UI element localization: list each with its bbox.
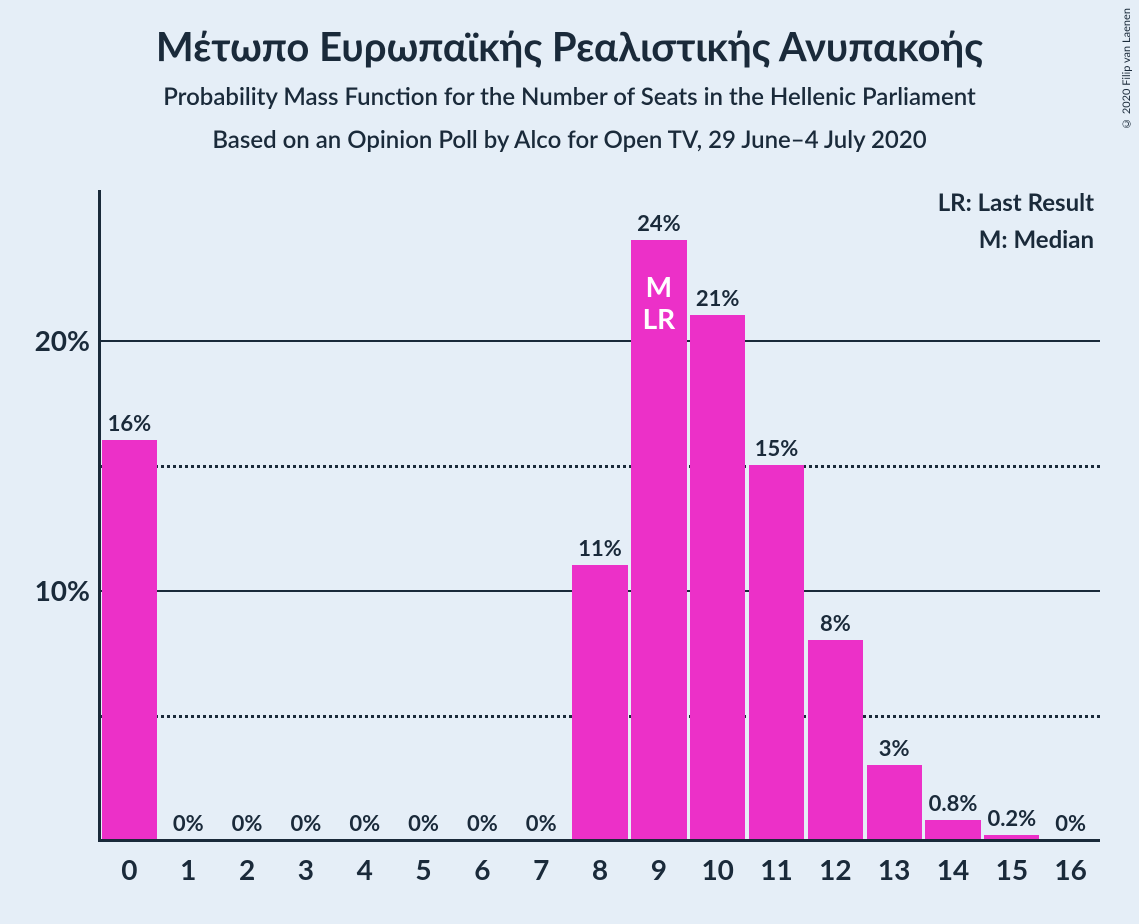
bar-slot: 0.2%15: [982, 190, 1041, 840]
legend-lr: LR: Last Result: [938, 188, 1094, 217]
bar-slot: 0.8%14: [924, 190, 983, 840]
bar-slot: 0%16: [1041, 190, 1100, 840]
bar-value-label: 0%: [290, 809, 321, 836]
bar-value-label: 3%: [879, 734, 910, 761]
bars-container: 16%00%10%20%30%40%50%60%711%824%MLR921%1…: [100, 190, 1100, 840]
bar: 21%: [690, 315, 745, 840]
x-axis-tick-label: 12: [819, 852, 851, 886]
bar: 24%MLR: [631, 240, 686, 840]
bar-slot: 0%7: [512, 190, 571, 840]
bar-value-label: 0%: [526, 809, 557, 836]
y-axis-tick-label: 20%: [35, 323, 90, 357]
bar-slot: 0%2: [218, 190, 277, 840]
bar-slot: 8%12: [806, 190, 865, 840]
x-axis-line: [98, 839, 1100, 842]
bar-slot: 0%4: [335, 190, 394, 840]
legend: LR: Last Result M: Median: [938, 188, 1094, 254]
bar: 15%: [749, 465, 804, 840]
x-axis-tick-label: 5: [415, 852, 431, 886]
x-axis-tick-label: 1: [180, 852, 196, 886]
bar-slot: 24%MLR9: [629, 190, 688, 840]
bar-value-label: 0%: [173, 809, 204, 836]
bar-slot: 0%1: [159, 190, 218, 840]
x-axis-tick-label: 6: [474, 852, 490, 886]
bar-value-label: 16%: [108, 409, 152, 436]
x-axis-tick-label: 10: [701, 852, 733, 886]
y-axis-line: [98, 190, 101, 842]
bar-value-label: 0%: [408, 809, 439, 836]
copyright-text: © 2020 Filip van Laenen: [1120, 8, 1133, 130]
bar-value-label: 15%: [755, 434, 799, 461]
bar-value-label: 0%: [349, 809, 380, 836]
chart-title: Μέτωπο Ευρωπαϊκής Ρεαλιστικής Ανυπακοής: [0, 0, 1139, 70]
chart-subtitle-2: Based on an Opinion Poll by Alco for Ope…: [0, 125, 1139, 154]
y-axis-tick-label: 10%: [35, 573, 90, 607]
x-axis-tick-label: 7: [533, 852, 549, 886]
bar: 3%: [867, 765, 922, 840]
x-axis-tick-label: 3: [298, 852, 314, 886]
bar-value-label: 0%: [1055, 809, 1086, 836]
bar-slot: 11%8: [571, 190, 630, 840]
bar-slot: 15%11: [747, 190, 806, 840]
bar-slot: 3%13: [865, 190, 924, 840]
bar-value-label: 21%: [696, 284, 740, 311]
x-axis-tick-label: 0: [121, 852, 137, 886]
x-axis-tick-label: 13: [878, 852, 910, 886]
bar: 11%: [572, 565, 627, 840]
bar-slot: 0%3: [276, 190, 335, 840]
legend-m: M: Median: [938, 225, 1094, 254]
x-axis-tick-label: 2: [239, 852, 255, 886]
x-axis-tick-label: 4: [357, 852, 373, 886]
chart-subtitle-1: Probability Mass Function for the Number…: [0, 82, 1139, 111]
bar-marker: MLR: [643, 270, 676, 334]
x-axis-tick-label: 14: [937, 852, 969, 886]
bar-value-label: 0.8%: [929, 789, 978, 816]
bar-value-label: 24%: [637, 209, 681, 236]
x-axis-tick-label: 16: [1054, 852, 1086, 886]
bar-value-label: 0.2%: [987, 804, 1036, 831]
bar: 8%: [808, 640, 863, 840]
bar: 16%: [102, 440, 157, 840]
bar: 0.8%: [925, 820, 980, 840]
x-axis-tick-label: 15: [996, 852, 1028, 886]
bar-value-label: 0%: [467, 809, 498, 836]
x-axis-tick-label: 9: [651, 852, 667, 886]
bar-slot: 0%5: [394, 190, 453, 840]
x-axis-tick-label: 11: [760, 852, 792, 886]
bar-slot: 16%0: [100, 190, 159, 840]
chart-plot-area: 16%00%10%20%30%40%50%60%711%824%MLR921%1…: [100, 190, 1100, 840]
bar-value-label: 8%: [820, 609, 851, 636]
bar-slot: 0%6: [453, 190, 512, 840]
bar-value-label: 0%: [232, 809, 263, 836]
bar-slot: 21%10: [688, 190, 747, 840]
x-axis-tick-label: 8: [592, 852, 608, 886]
bar-value-label: 11%: [578, 534, 622, 561]
